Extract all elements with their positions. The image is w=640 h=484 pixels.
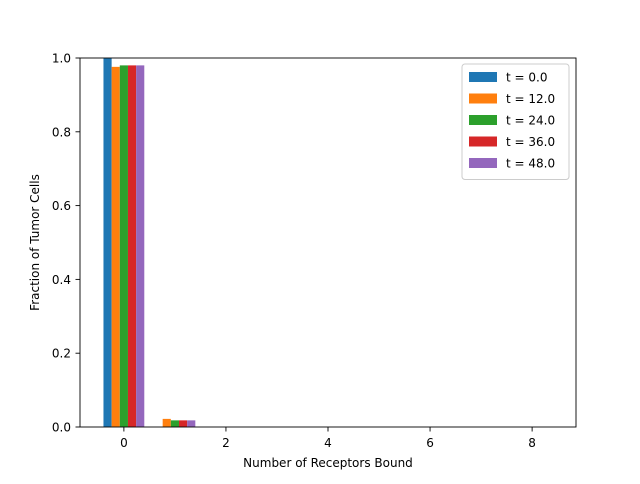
x-tick-label: 8 [528, 436, 536, 450]
bar-series1-cat1 [162, 418, 171, 427]
y-tick-label: 0.2 [52, 347, 71, 361]
x-tick-label: 2 [222, 436, 230, 450]
bars-layer [103, 58, 196, 428]
bar-series2-cat0 [119, 65, 128, 427]
legend-swatch [469, 158, 497, 168]
bar-series3-cat1 [179, 420, 188, 427]
bar-series4-cat1 [187, 420, 196, 427]
y-axis: 0.0 0.2 0.4 0.6 0.8 1.0 [52, 52, 80, 435]
bar-series0-cat0 [103, 58, 112, 427]
legend-label: t = 12.0 [506, 92, 555, 106]
legend: t = 0.0 t = 12.0 t = 24.0 t = 36.0 t = 48.0 [461, 63, 570, 180]
y-tick-label: 1.0 [52, 52, 71, 66]
x-tick-label: 6 [426, 436, 434, 450]
legend-swatch [469, 93, 497, 104]
legend-swatch [469, 115, 497, 125]
y-tick-label: 0.6 [52, 199, 71, 213]
x-axis: 0 2 4 6 8 [120, 427, 536, 450]
bar-series4-cat0 [136, 65, 145, 427]
y-tick-label: 0.4 [52, 273, 71, 287]
legend-swatch [469, 72, 497, 82]
legend-label: t = 0.0 [506, 71, 547, 85]
y-tick-label: 0.8 [52, 125, 71, 139]
legend-box [461, 63, 570, 180]
legend-swatch [469, 136, 497, 147]
y-tick-label: 0.0 [52, 421, 71, 435]
legend-label: t = 24.0 [506, 114, 555, 128]
bar-series3-cat0 [127, 65, 137, 427]
y-axis-label: Fraction of Tumor Cells [28, 174, 42, 311]
bar-series1-cat0 [111, 66, 120, 428]
bar-series2-cat1 [170, 420, 179, 427]
legend-label: t = 36.0 [506, 135, 555, 149]
x-axis-label: Number of Receptors Bound [243, 456, 413, 470]
x-tick-label: 0 [120, 436, 128, 450]
legend-label: t = 48.0 [506, 157, 555, 171]
x-tick-label: 4 [324, 436, 332, 450]
